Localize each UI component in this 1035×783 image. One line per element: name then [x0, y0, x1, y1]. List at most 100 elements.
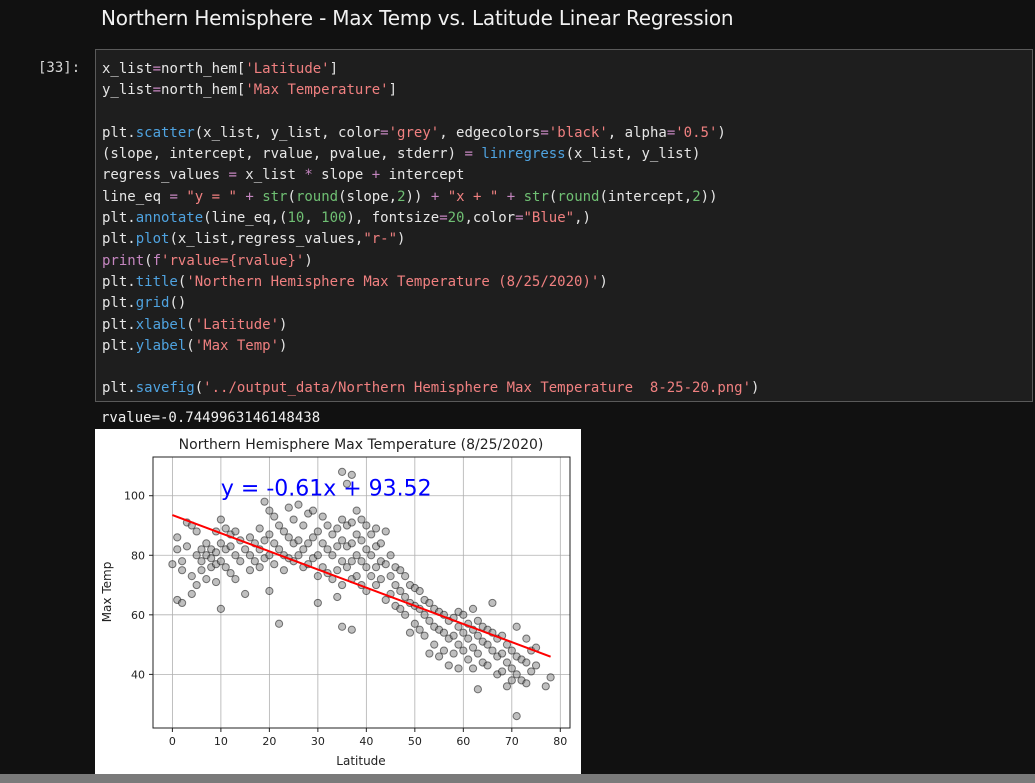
data-point: [333, 524, 342, 533]
chart-title: Northern Hemisphere Max Temperature (8/2…: [179, 437, 544, 453]
data-point: [425, 598, 434, 608]
y-axis-label: Max Temp: [100, 562, 114, 623]
x-tick-label: 80: [553, 735, 567, 748]
data-point: [371, 580, 381, 590]
data-point: [192, 527, 201, 536]
scatter-chart: Northern Hemisphere Max Temperature (8/2…: [95, 429, 581, 774]
x-tick-label: 30: [311, 735, 325, 748]
regression-equation-annotation: y = -0.61x + 93.52: [221, 477, 432, 502]
axis-ticks: 0 10 20 30 40 50 60 70 80 40 60 80 100: [124, 490, 567, 748]
data-point: [468, 604, 478, 613]
data-point: [338, 536, 347, 545]
code-line-11: plt.title('Northern Hemisphere Max Tempe…: [102, 273, 608, 290]
data-point: [376, 574, 385, 584]
data-point: [289, 515, 298, 524]
data-point: [420, 631, 429, 640]
data-point: [299, 521, 308, 530]
data-point: [284, 503, 293, 512]
data-point: [468, 643, 478, 652]
data-point: [231, 551, 240, 560]
data-point: [173, 533, 182, 542]
data-point: [512, 711, 521, 721]
data-point: [425, 649, 434, 658]
data-point: [245, 533, 255, 542]
data-point: [245, 566, 255, 575]
data-point: [260, 497, 269, 506]
data-point: [197, 545, 206, 554]
data-point: [216, 557, 225, 566]
data-point: [449, 649, 458, 658]
data-point: [357, 557, 366, 566]
code-line-12: plt.grid(): [102, 295, 187, 312]
data-point: [541, 682, 550, 691]
data-point: [401, 610, 410, 619]
data-point: [352, 551, 361, 560]
y-tick-label: 80: [131, 549, 145, 562]
data-point: [367, 530, 376, 539]
data-point: [362, 545, 371, 554]
data-point: [464, 655, 473, 664]
data-point: [405, 628, 415, 637]
data-point: [274, 545, 284, 554]
data-point: [338, 515, 347, 524]
data-points: [168, 467, 555, 721]
markdown-heading: Northern Hemisphere - Max Temp vs. Latit…: [101, 6, 734, 30]
data-point: [396, 586, 405, 596]
code-line-9: plt.plot(x_list,regress_values,"r-"): [102, 231, 406, 248]
data-point: [294, 500, 303, 509]
code-line-13: plt.xlabel('Latitude'): [102, 316, 288, 333]
data-point: [502, 682, 512, 691]
data-point: [410, 619, 419, 628]
data-point: [270, 512, 279, 521]
data-point: [347, 557, 356, 566]
data-point: [425, 616, 434, 625]
data-point: [270, 560, 279, 569]
data-point: [182, 542, 192, 551]
data-point: [415, 586, 424, 596]
x-tick-label: 0: [169, 735, 176, 748]
data-point: [241, 545, 250, 554]
data-point: [226, 569, 235, 578]
data-point: [197, 566, 206, 575]
data-point: [221, 563, 230, 572]
data-point: [473, 631, 482, 640]
data-point: [454, 622, 463, 631]
x-tick-label: 70: [505, 735, 519, 748]
x-tick-label: 60: [456, 735, 470, 748]
plot-area-frame: [152, 456, 571, 729]
data-point: [381, 527, 390, 536]
data-point: [265, 530, 274, 539]
data-point: [211, 548, 221, 557]
data-point: [527, 667, 536, 676]
data-point: [507, 646, 516, 655]
data-point: [328, 551, 337, 560]
code-line-1: x_list=north_hem['Latitude']: [102, 61, 339, 77]
data-point: [434, 652, 444, 661]
data-point: [274, 521, 284, 530]
data-point: [241, 589, 250, 599]
data-point: [454, 640, 463, 649]
data-point: [420, 610, 429, 619]
x-tick-label: 20: [262, 735, 276, 748]
data-point: [473, 685, 482, 694]
code-line-4: plt.scatter(x_list, y_list, color='grey'…: [102, 124, 726, 141]
data-point: [381, 560, 390, 569]
data-point: [498, 649, 507, 658]
data-point: [522, 634, 531, 643]
data-point: [401, 592, 410, 602]
code-editor[interactable]: x_list=north_hem['Latitude'] y_list=north…: [102, 59, 759, 400]
data-point: [459, 646, 468, 655]
data-point: [386, 551, 395, 560]
code-line-3: [102, 102, 759, 123]
data-point: [323, 521, 332, 530]
data-point: [279, 566, 289, 575]
data-point: [231, 574, 240, 584]
code-cell[interactable]: x_list=north_hem['Latitude'] y_list=north…: [95, 49, 1033, 402]
data-point: [299, 545, 308, 554]
data-point: [308, 533, 318, 542]
cell-execution-prompt: [33]:: [38, 60, 81, 76]
data-point: [546, 673, 555, 682]
code-line-16: plt.savefig('../output_data/Northern Hem…: [102, 380, 760, 397]
data-point: [488, 598, 497, 608]
horizontal-scrollbar[interactable]: [0, 774, 1035, 783]
